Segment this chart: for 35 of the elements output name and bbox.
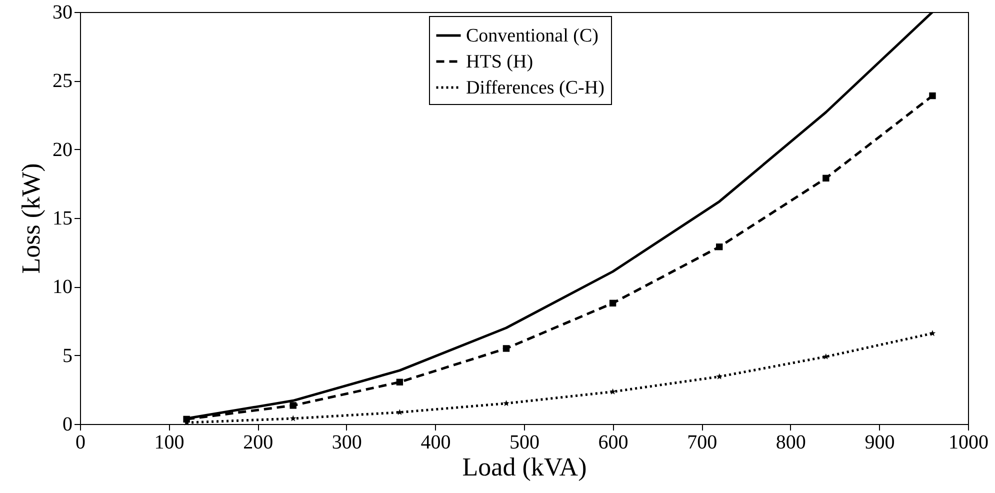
x-tick-label: 800 — [776, 432, 806, 454]
x-tick-label: 600 — [598, 432, 628, 454]
y-tick-label: 0 — [62, 414, 72, 436]
x-tick-label: 100 — [154, 432, 184, 454]
x-tick-label: 300 — [332, 432, 362, 454]
y-tick-label: 10 — [52, 276, 72, 298]
y-tick-label: 5 — [62, 344, 72, 367]
point — [716, 373, 723, 380]
x-axis-title: Load (kVA) — [462, 452, 587, 482]
x-tick-label: 900 — [864, 432, 895, 454]
x-tick-label: 700 — [687, 432, 718, 454]
point — [609, 300, 616, 306]
point — [290, 402, 296, 409]
y-tick-label: 25 — [52, 70, 72, 92]
legend-label: Conventional (C) — [466, 26, 598, 46]
x-tick-label: 1000 — [948, 432, 988, 454]
legend-label: Differences (C-H) — [466, 78, 604, 98]
point — [503, 400, 510, 406]
point — [822, 174, 830, 182]
x-tick-label: 200 — [243, 432, 274, 454]
point — [929, 330, 936, 336]
point — [716, 243, 723, 250]
y-tick-label: 15 — [52, 208, 72, 230]
point — [396, 408, 403, 416]
y-axis-title: Loss (kW) — [16, 163, 46, 274]
point — [929, 92, 936, 100]
point — [502, 345, 510, 352]
legend-label: HTS (H) — [466, 52, 534, 72]
point — [290, 415, 296, 422]
point — [610, 388, 616, 394]
x-tick-label: 500 — [510, 432, 540, 454]
x-tick-label: 400 — [420, 432, 451, 454]
y-tick-label: 20 — [52, 138, 72, 161]
y-tick-label: 30 — [52, 2, 72, 24]
point — [396, 378, 404, 386]
